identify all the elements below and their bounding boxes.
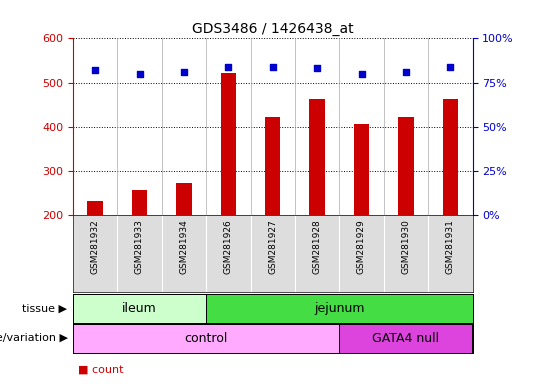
Text: GSM281932: GSM281932 xyxy=(91,219,99,274)
Point xyxy=(268,64,277,70)
Point xyxy=(224,64,233,70)
Point xyxy=(446,64,455,70)
Bar xyxy=(87,201,103,215)
Bar xyxy=(73,324,339,353)
Point xyxy=(313,65,321,71)
Text: GATA4 null: GATA4 null xyxy=(373,332,440,344)
Title: GDS3486 / 1426438_at: GDS3486 / 1426438_at xyxy=(192,22,354,36)
Text: ■ count: ■ count xyxy=(78,365,124,375)
Bar xyxy=(339,324,472,353)
Bar xyxy=(265,117,280,215)
Text: GSM281929: GSM281929 xyxy=(357,219,366,274)
Bar xyxy=(220,73,236,215)
Text: jejunum: jejunum xyxy=(314,302,364,314)
Bar xyxy=(132,190,147,215)
Text: GSM281927: GSM281927 xyxy=(268,219,277,274)
Text: control: control xyxy=(185,332,228,344)
Bar xyxy=(443,99,458,215)
Point xyxy=(91,67,99,73)
Bar xyxy=(309,99,325,215)
Text: GSM281926: GSM281926 xyxy=(224,219,233,274)
Point xyxy=(402,69,410,75)
Bar xyxy=(176,183,192,215)
Text: GSM281931: GSM281931 xyxy=(446,219,455,274)
Point xyxy=(135,71,144,77)
Bar xyxy=(398,117,414,215)
Text: tissue ▶: tissue ▶ xyxy=(23,303,68,313)
Text: genotype/variation ▶: genotype/variation ▶ xyxy=(0,333,68,343)
Bar xyxy=(354,124,369,215)
Bar xyxy=(73,294,206,323)
Bar xyxy=(206,294,472,323)
Text: GSM281934: GSM281934 xyxy=(179,219,188,274)
Point xyxy=(357,71,366,77)
Text: ileum: ileum xyxy=(122,302,157,314)
Text: GSM281930: GSM281930 xyxy=(401,219,410,274)
Text: GSM281933: GSM281933 xyxy=(135,219,144,274)
Text: GSM281928: GSM281928 xyxy=(313,219,322,274)
Point xyxy=(180,69,188,75)
